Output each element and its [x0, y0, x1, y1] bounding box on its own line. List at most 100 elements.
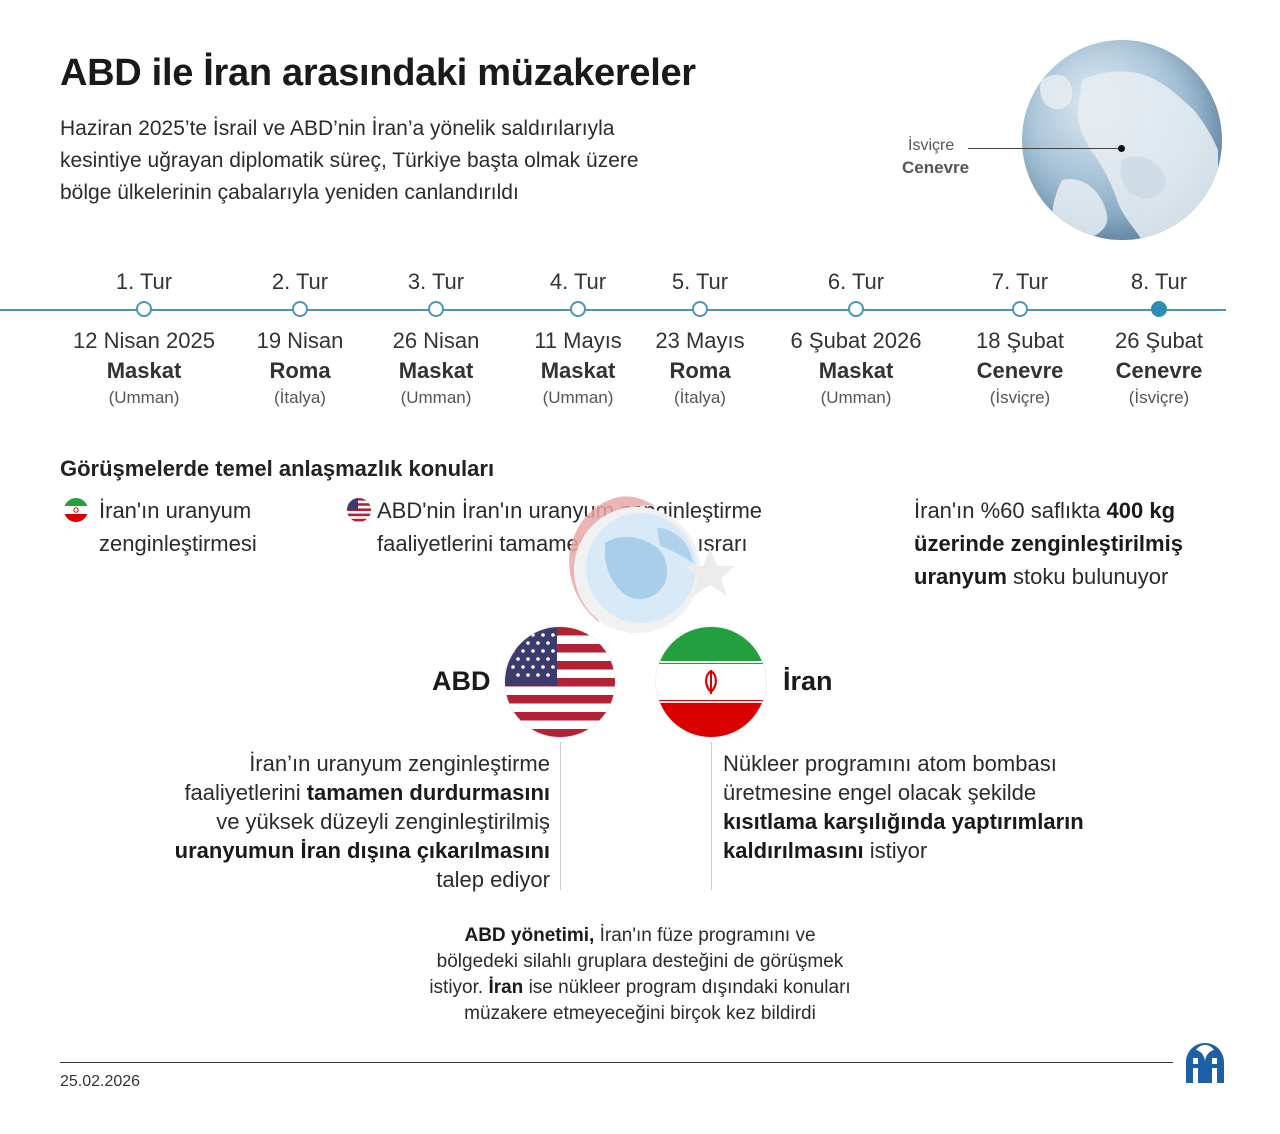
- timeline-round: 2. Tur 19 Nisan Roma (İtalya): [225, 268, 375, 410]
- dispute-text: ABD'nin İran'ın uranyum zenginleştirme: [377, 498, 763, 523]
- demand-bold-text: uranyumun İran dışına çıkarılmasını: [174, 838, 550, 863]
- dispute-text: İran'ın uranyum: [99, 498, 252, 523]
- round-country: (İsviçre): [1128, 388, 1190, 407]
- globe-landmass: [1040, 71, 1218, 240]
- iran-flag-icon: [656, 627, 766, 737]
- disputes-heading: Görüşmelerde temel anlaşmazlık konuları: [60, 456, 495, 481]
- round-country: (İsviçre): [989, 388, 1051, 407]
- round-city: Cenevre: [1115, 358, 1203, 383]
- bottom-note: ABD yönetimi, İran'ın füze programını ve…: [340, 923, 940, 1027]
- globe-pointer-line: [968, 148, 1124, 149]
- round-date: 18 Şubat: [975, 328, 1065, 353]
- round-date: 26 Nisan: [392, 328, 480, 353]
- demand-bold-text: kaldırılmasını: [723, 838, 864, 863]
- globe-city-label: Cenevre: [902, 158, 970, 177]
- timeline-round: 6. Tur 6 Şubat 2026 Maskat (Umman): [781, 268, 931, 410]
- round-date: 12 Nisan 2025: [73, 328, 215, 353]
- dispute-bold-text: 400 kg: [1106, 498, 1176, 523]
- page-title: ABD ile İran arasındaki müzakereler: [60, 52, 696, 94]
- divider: [711, 742, 712, 890]
- round-country: (İtalya): [274, 388, 326, 407]
- subtitle-line: kesintiye uğrayan diplomatik süreç, Türk…: [60, 149, 639, 172]
- usa-label: ABD: [432, 666, 491, 696]
- subtitle-line: bölge ülkelerinin çabalarıyla yeniden ca…: [60, 181, 519, 204]
- round-country: (Umman): [400, 388, 472, 407]
- timeline-round: 3. Tur 26 Nisan Maskat (Umman): [361, 268, 511, 410]
- round-node-active: [1151, 301, 1167, 317]
- globe-location-marker: [1118, 145, 1125, 152]
- round-date: 26 Şubat: [1114, 328, 1204, 353]
- note-text: ise nükleer program dışındaki konuları: [523, 977, 851, 998]
- divider: [560, 742, 561, 890]
- demand-bold-text: tamamen durdurmasını: [306, 780, 550, 805]
- dispute-text: stoku bulunuyor: [1006, 564, 1169, 589]
- round-date: 23 Mayıs: [655, 328, 745, 353]
- round-city: Roma: [269, 358, 331, 383]
- round-country: (Umman): [108, 388, 180, 407]
- demand-line: Nükleer programını atom bombası: [723, 751, 1057, 776]
- round-label: 3. Tur: [407, 269, 465, 294]
- round-city: Maskat: [398, 358, 474, 383]
- demand-line: ve yüksek düzeyli zenginleştirilmiş: [216, 809, 550, 834]
- timeline-axis: [0, 309, 1226, 311]
- globe-map: [1022, 40, 1222, 240]
- round-city: Maskat: [540, 358, 616, 383]
- footer-divider: [60, 1062, 1173, 1063]
- demand-line: talep ediyor: [436, 867, 550, 892]
- round-node: [570, 301, 586, 317]
- footer-date: 25.02.2026: [60, 1073, 141, 1090]
- dispute-bold-text: üzerinde zenginleştirilmiş: [914, 531, 1183, 556]
- round-node: [692, 301, 708, 317]
- note-bold-text: İran: [488, 977, 524, 998]
- timeline-round: 7. Tur 18 Şubat Cenevre (İsviçre): [945, 268, 1095, 410]
- demand-line: faaliyetlerini: [184, 780, 307, 805]
- note-text: istiyor.: [429, 977, 489, 998]
- round-city: Maskat: [818, 358, 894, 383]
- timeline-round: 5. Tur 23 Mayıs Roma (İtalya): [625, 268, 775, 410]
- round-node: [136, 301, 152, 317]
- crescent-globe-watermark-icon: [545, 488, 785, 638]
- aa-logo-icon: [1182, 1040, 1228, 1086]
- dispute-text: İran'ın %60 saflıkta: [914, 498, 1107, 523]
- note-text: İran'ın füze programını ve: [594, 925, 816, 946]
- round-date: 19 Nisan: [256, 328, 344, 353]
- round-label: 1. Tur: [115, 269, 173, 294]
- round-date: 11 Mayıs: [534, 328, 622, 353]
- usa-demand-text: İran’ın uranyum zenginleştirme faaliyetl…: [100, 749, 550, 894]
- page-subtitle: Haziran 2025’te İsrail ve ABD’nin İran’a…: [60, 113, 780, 209]
- demand-line: İran’ın uranyum zenginleştirme: [249, 751, 550, 776]
- round-date: 6 Şubat 2026: [790, 328, 922, 353]
- round-city: Roma: [669, 358, 731, 383]
- round-label: 7. Tur: [991, 269, 1049, 294]
- round-node: [292, 301, 308, 317]
- iran-label: İran: [783, 666, 833, 696]
- round-label: 6. Tur: [827, 269, 885, 294]
- round-node: [848, 301, 864, 317]
- round-country: (Umman): [820, 388, 892, 407]
- demand-bold-text: kısıtlama karşılığında yaptırımların: [723, 809, 1084, 834]
- note-bold-text: ABD yönetimi,: [464, 925, 595, 946]
- timeline-round: 4. Tur 11 Mayıs Maskat (Umman): [503, 268, 653, 410]
- demand-line: üretmesine engel olacak şekilde: [723, 780, 1037, 805]
- usa-flag-icon: [347, 498, 371, 522]
- timeline-round: 1. Tur 12 Nisan 2025 Maskat (Umman): [69, 268, 219, 410]
- usa-flag-icon: [505, 627, 615, 737]
- dispute-iran: İran'ın uranyum zenginleştirmesi: [99, 494, 319, 560]
- round-label: 2. Tur: [271, 269, 329, 294]
- round-country: (İtalya): [674, 388, 726, 407]
- iran-flag-icon: [64, 498, 88, 522]
- subtitle-line: Haziran 2025’te İsrail ve ABD’nin İran’a…: [60, 117, 615, 140]
- round-label: 4. Tur: [549, 269, 607, 294]
- dispute-text: zenginleştirmesi: [99, 531, 257, 556]
- iran-demand-text: Nükleer programını atom bombası üretmesi…: [723, 749, 1163, 865]
- round-city: Cenevre: [976, 358, 1064, 383]
- dispute-uranium-stock: İran'ın %60 saflıkta 400 kg üzerinde zen…: [914, 494, 1244, 593]
- timeline-round: 8. Tur 26 Şubat Cenevre (İsviçre): [1084, 268, 1234, 410]
- dispute-bold-text: uranyum: [914, 564, 1007, 589]
- globe-country-label: İsviçre: [908, 137, 955, 154]
- note-text: bölgedeki silahlı gruplara desteğini de …: [436, 951, 844, 972]
- round-node: [1012, 301, 1028, 317]
- round-label: 5. Tur: [671, 269, 729, 294]
- round-label: 8. Tur: [1130, 269, 1188, 294]
- round-node: [428, 301, 444, 317]
